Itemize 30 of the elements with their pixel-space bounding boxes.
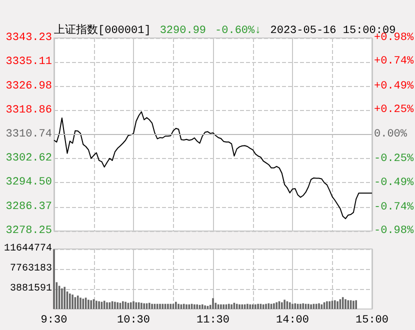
y-tick-label: 11644774 (4, 244, 52, 254)
text: -0.60%↓ (215, 25, 262, 37)
y-tick-label: 3294.50 (6, 176, 52, 189)
chart-title: 上证指数[000001] (54, 25, 151, 37)
y-tick-label: 7763183 (10, 264, 52, 274)
y-tick-label: 3278.25 (6, 225, 52, 237)
y-tick-label: 3310.74 (6, 128, 52, 140)
y2-tick-label: +0.74% (374, 56, 414, 68)
x-tick-label: 11:30 (196, 314, 230, 326)
y2-tick-label: 0.00% (374, 128, 408, 140)
line-series (54, 111, 372, 220)
y-tick-label: 3326.98 (6, 80, 52, 92)
y2-tick-label: +0.98% (374, 32, 414, 44)
y2-tick-label: +0.25% (374, 104, 414, 116)
y2-tick-label: +0.49% (374, 80, 414, 92)
x-tick-label: 14:00 (276, 314, 310, 326)
y-tick-label: 3335.11 (6, 56, 52, 68)
x-tick-label: 9:30 (40, 314, 68, 326)
x-tick-label: 15:00 (355, 314, 389, 326)
text: 3290.99 (160, 25, 206, 37)
y2-tick-label: -0.49% (374, 176, 414, 189)
y2-tick-label: -0.25% (374, 153, 414, 166)
y-tick-label: 3286.37 (6, 200, 52, 213)
x-tick-label: 10:30 (116, 314, 150, 326)
y-tick-label: 3302.62 (6, 152, 52, 165)
y2-tick-label: -0.98% (374, 225, 414, 237)
y-tick-label: 3318.86 (6, 104, 52, 116)
y-tick-label: 3881591 (10, 284, 52, 294)
y2-tick-label: -0.74% (374, 201, 414, 214)
y-tick-label: 3343.23 (6, 32, 52, 44)
